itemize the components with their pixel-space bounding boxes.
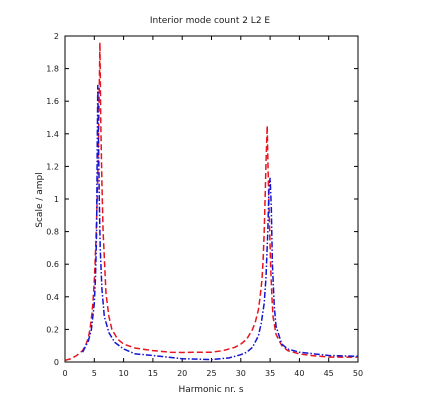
- x-tick-label: 40: [294, 369, 304, 378]
- y-axis-ticks: 0 0.2 0.4 0.6 0.8 1 1.2 1.4 1.6 1.8 2: [46, 32, 358, 367]
- x-tick-label: 30: [236, 369, 246, 378]
- y-tick-label: 1.6: [46, 97, 59, 106]
- x-tick-label: 15: [148, 369, 158, 378]
- y-tick-label: 0.2: [46, 325, 59, 334]
- x-tick-label: 10: [119, 369, 129, 378]
- x-axis-label: Harmonic nr. s: [178, 385, 243, 395]
- y-tick-label: 1.2: [46, 162, 59, 171]
- x-tick-label: 45: [324, 369, 334, 378]
- y-axis-label: Scale / ampl: [35, 172, 45, 227]
- series-layer: [64, 42, 359, 362]
- y-tick-label: 0: [54, 358, 59, 367]
- y-tick-label: 1: [54, 195, 59, 204]
- x-tick-label: 0: [62, 369, 67, 378]
- y-tick-label: 2: [54, 32, 59, 41]
- chart-title: Interior mode count 2 L2 E: [150, 16, 271, 26]
- y-tick-label: 1.8: [46, 65, 59, 74]
- x-tick-label: 35: [265, 369, 275, 378]
- y-tick-label: 0.6: [46, 260, 59, 269]
- y-tick-label: 1.4: [46, 130, 59, 139]
- series-line-red: [64, 42, 358, 362]
- x-tick-label: 20: [177, 369, 187, 378]
- x-axis-ticks: 0 5 10 15 20 25 30 35 40 45 50: [62, 36, 363, 378]
- x-tick-label: 50: [353, 369, 363, 378]
- series-line-blue: [81, 84, 359, 361]
- y-tick-label: 0.4: [46, 293, 59, 302]
- x-tick-label: 5: [92, 369, 97, 378]
- x-tick-label: 25: [206, 369, 216, 378]
- y-tick-label: 0.8: [46, 228, 59, 237]
